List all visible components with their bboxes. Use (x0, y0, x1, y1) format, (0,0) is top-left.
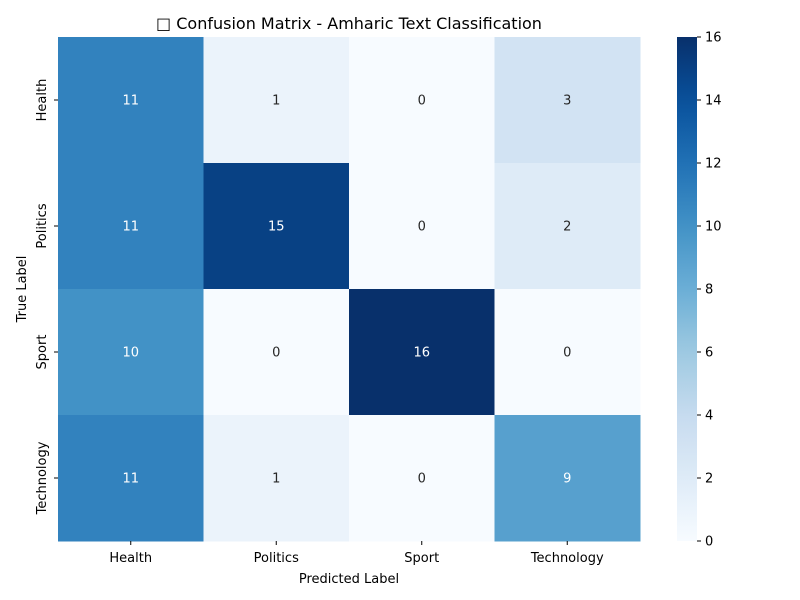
heatmap-cell (349, 289, 495, 416)
colorbar-tick-label: 0 (705, 535, 713, 550)
y-tick-labels: Health Politics Sport Technology (35, 79, 58, 515)
cell-value-label: 11 (122, 94, 139, 109)
heatmap-cell (203, 37, 350, 164)
x-tick-label: Politics (254, 551, 299, 566)
heatmap-cell (58, 37, 204, 164)
cell-value-label: 0 (272, 346, 280, 361)
heatmap-cell (494, 415, 641, 542)
colorbar-tick-label: 14 (705, 94, 722, 109)
colorbar-tick-label: 8 (705, 283, 713, 298)
heatmap-cell (58, 289, 204, 416)
cell-value-label: 9 (563, 472, 571, 487)
y-tick-label: Politics (35, 203, 50, 248)
x-tick-label: Sport (404, 551, 439, 566)
cell-value-label: 0 (418, 220, 426, 235)
colorbar-tick-label: 4 (705, 409, 713, 424)
heatmap-cell (349, 163, 495, 290)
heatmap-cell (494, 37, 641, 164)
heatmap-cell (349, 415, 495, 542)
cell-value-label: 3 (563, 94, 571, 109)
cell-value-label: 1 (272, 472, 280, 487)
colorbar (677, 37, 697, 541)
x-tick-label: Technology (530, 551, 604, 566)
colorbar-ticks: 0 2 4 6 8 10 12 14 16 (697, 31, 722, 550)
y-axis-label: True Label (15, 256, 30, 324)
y-tick-label: Technology (35, 441, 50, 515)
cell-value-label: 0 (563, 346, 571, 361)
heatmap-cell (203, 415, 350, 542)
heatmap-cell (494, 289, 641, 416)
cell-value-label: 11 (122, 220, 139, 235)
heatmap-cell (58, 163, 204, 290)
colorbar-tick-label: 2 (705, 472, 713, 487)
heatmap-cell (349, 37, 495, 164)
y-tick-label: Sport (35, 335, 50, 370)
colorbar-tick-label: 10 (705, 220, 722, 235)
cell-value-label: 1 (272, 94, 280, 109)
heatmap-cell (58, 415, 204, 542)
x-tick-labels: Health Politics Sport Technology (109, 541, 604, 566)
cell-value-label: 0 (418, 472, 426, 487)
heatmap-cell (203, 289, 350, 416)
y-tick-label: Health (35, 79, 50, 122)
chart-title: □ Confusion Matrix - Amharic Text Classi… (156, 14, 542, 33)
colorbar-tick-label: 12 (705, 157, 722, 172)
heatmap-cell (494, 163, 641, 290)
colorbar-tick-label: 16 (705, 31, 722, 46)
colorbar-tick-label: 6 (705, 346, 713, 361)
heatmap-cell (203, 163, 350, 290)
x-axis-label: Predicted Label (299, 572, 399, 587)
cell-value-label: 11 (122, 472, 139, 487)
cell-value-label: 2 (563, 220, 571, 235)
heatmap-cells: 11 1 0 311 15 0 210 0 16 011 1 0 9 (58, 37, 641, 542)
cell-value-label: 15 (268, 220, 285, 235)
cell-value-label: 10 (122, 346, 139, 361)
x-tick-label: Health (109, 551, 152, 566)
cell-value-label: 0 (418, 94, 426, 109)
cell-value-label: 16 (413, 346, 430, 361)
